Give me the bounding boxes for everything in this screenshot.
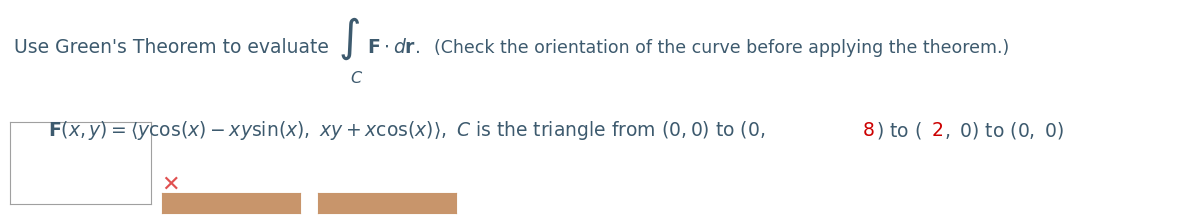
Text: $\mathbf{F}(x, y) = \langle y\cos(x) - xy\sin(x),\ xy + x\cos(x)\rangle$$,\ C\ $: $\mathbf{F}(x, y) = \langle y\cos(x) - x… [48,119,766,142]
Text: $\mathbf{F} \cdot d\mathbf{r}.$: $\mathbf{F} \cdot d\mathbf{r}.$ [367,38,420,57]
Text: $C$: $C$ [350,70,364,86]
Text: $8$: $8$ [862,121,875,140]
Text: Use Green's Theorem to evaluate: Use Green's Theorem to evaluate [14,38,329,57]
Text: (Check the orientation of the curve before applying the theorem.): (Check the orientation of the curve befo… [434,39,1009,57]
Text: ✕: ✕ [161,174,180,194]
Text: $)$ to $($: $)$ to $($ [876,120,922,141]
Text: $2$: $2$ [931,121,943,140]
Text: $,\ 0)$ to $(0,\ 0)$: $,\ 0)$ to $(0,\ 0)$ [944,120,1064,141]
Text: $\int$: $\int$ [338,16,360,62]
